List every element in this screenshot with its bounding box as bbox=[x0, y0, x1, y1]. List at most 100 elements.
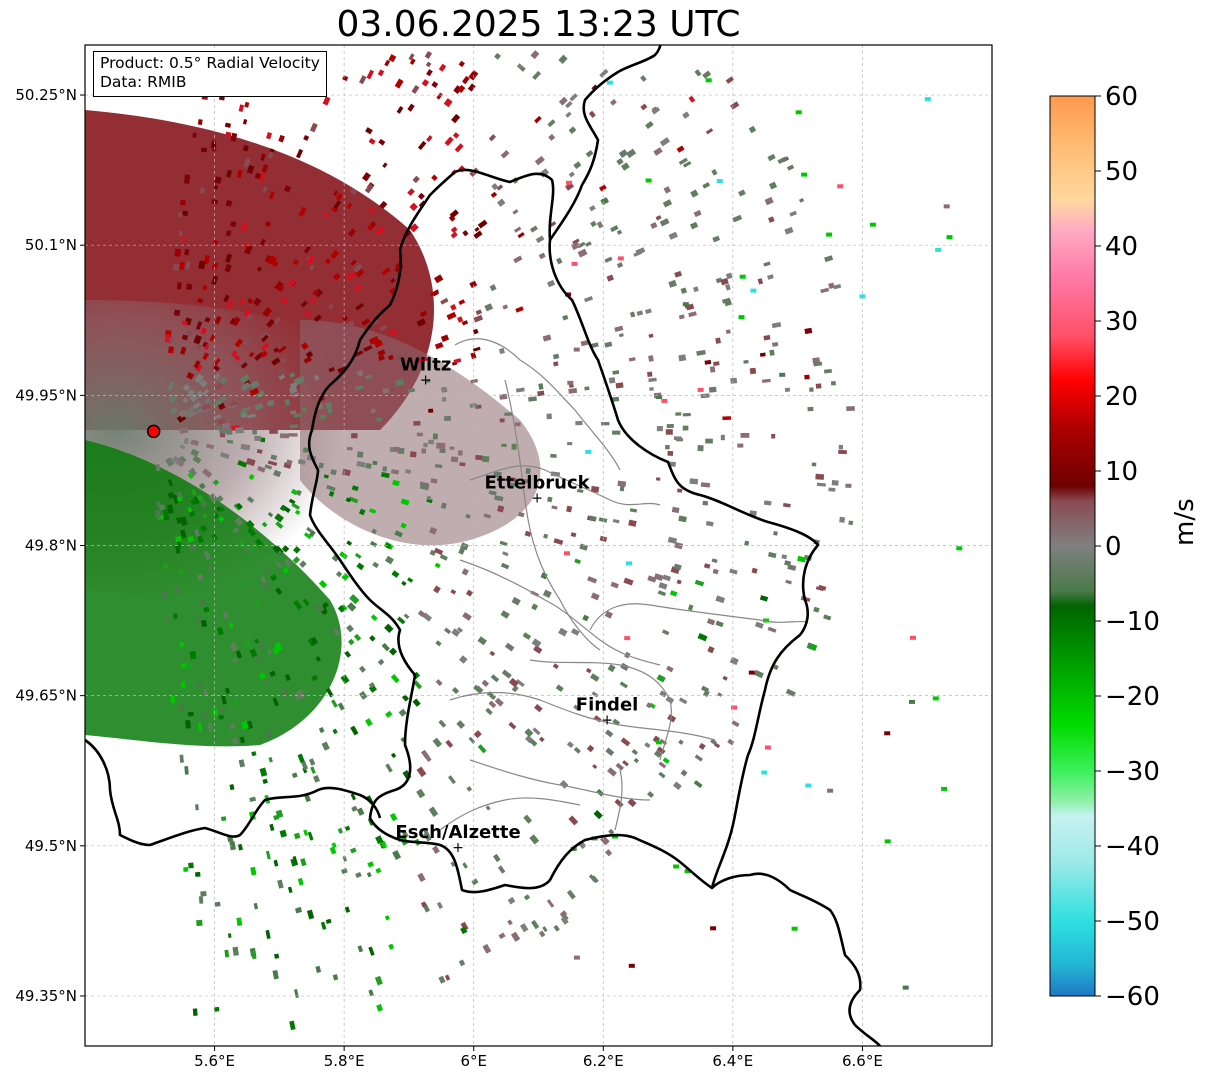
echo-speck bbox=[284, 399, 291, 406]
echo-speck bbox=[178, 410, 185, 417]
echo-speck bbox=[192, 401, 202, 410]
echo-speck bbox=[512, 209, 519, 215]
echo-speck bbox=[667, 714, 677, 723]
echo-speck bbox=[672, 781, 682, 791]
echo-speck bbox=[167, 346, 175, 354]
echo-speck bbox=[668, 231, 678, 240]
echo-speck bbox=[826, 232, 833, 237]
echo-speck bbox=[179, 529, 187, 539]
echo-speck bbox=[232, 527, 240, 534]
echo-speck bbox=[725, 329, 731, 335]
echo-speck bbox=[589, 515, 597, 522]
echo-speck bbox=[219, 506, 225, 512]
echo-speck bbox=[645, 178, 652, 183]
echo-speck bbox=[570, 532, 577, 538]
echo-speck bbox=[341, 315, 349, 322]
echo-speck bbox=[522, 632, 532, 640]
echo-speck bbox=[370, 408, 376, 414]
echo-speck bbox=[209, 333, 216, 342]
echo-speck bbox=[218, 714, 225, 720]
echo-speck bbox=[517, 232, 525, 239]
echo-speck bbox=[219, 428, 228, 434]
echo-speck bbox=[610, 225, 619, 233]
echo-speck bbox=[779, 372, 786, 377]
echo-speck bbox=[590, 592, 600, 601]
echo-speck bbox=[673, 563, 682, 571]
echo-speck bbox=[200, 147, 208, 153]
echo-speck bbox=[731, 705, 737, 710]
echo-speck bbox=[368, 206, 376, 214]
echo-speck bbox=[824, 369, 832, 374]
echo-speck bbox=[532, 727, 541, 736]
echo-speck bbox=[838, 450, 847, 455]
lat-tick-label: 49.5°N bbox=[25, 837, 77, 855]
echo-speck bbox=[183, 413, 190, 418]
echo-speck bbox=[384, 555, 394, 565]
echo-speck bbox=[274, 641, 283, 652]
echo-speck bbox=[439, 554, 448, 561]
echo-speck bbox=[254, 638, 260, 644]
echo-speck bbox=[450, 456, 459, 463]
echo-speck bbox=[482, 943, 492, 954]
echo-speck bbox=[269, 670, 276, 677]
echo-speck bbox=[657, 590, 666, 597]
echo-speck bbox=[228, 400, 238, 408]
echo-speck bbox=[254, 403, 264, 411]
echo-speck bbox=[173, 457, 181, 466]
echo-speck bbox=[350, 847, 357, 854]
echo-speck bbox=[823, 614, 832, 621]
echo-speck bbox=[302, 598, 310, 606]
echo-speck bbox=[678, 515, 687, 523]
echo-speck bbox=[439, 448, 446, 454]
echo-speck bbox=[219, 452, 230, 460]
echo-speck bbox=[533, 645, 543, 654]
echo-speck bbox=[266, 318, 275, 328]
echo-speck bbox=[307, 831, 314, 841]
echo-speck bbox=[694, 69, 702, 77]
echo-speck bbox=[587, 576, 598, 584]
echo-speck bbox=[155, 464, 161, 472]
echo-speck bbox=[435, 640, 442, 647]
echo-speck bbox=[612, 718, 621, 726]
echo-speck bbox=[700, 482, 711, 488]
echo-speck bbox=[525, 468, 531, 475]
echo-speck bbox=[722, 297, 731, 304]
echo-speck bbox=[229, 841, 236, 851]
echo-zone-mixed bbox=[300, 320, 541, 546]
echo-speck bbox=[653, 147, 663, 156]
echo-speck bbox=[457, 316, 464, 323]
echo-speck bbox=[166, 504, 174, 514]
echo-speck bbox=[308, 758, 316, 766]
border-france-east bbox=[711, 872, 881, 1046]
echo-speck bbox=[220, 816, 227, 822]
echo-speck bbox=[259, 331, 270, 341]
echo-speck bbox=[326, 484, 336, 492]
city-marker: + bbox=[420, 372, 432, 388]
echo-speck bbox=[767, 551, 777, 559]
echo-speck bbox=[195, 321, 203, 330]
echo-speck bbox=[956, 546, 963, 551]
echo-speck bbox=[214, 382, 224, 392]
echo-speck bbox=[702, 70, 712, 79]
echo-speck bbox=[500, 562, 510, 570]
echo-speck bbox=[815, 473, 825, 480]
echo-speck bbox=[457, 84, 466, 93]
echo-speck bbox=[329, 846, 337, 855]
echo-speck bbox=[559, 779, 569, 789]
echo-speck bbox=[488, 490, 497, 496]
echo-speck bbox=[308, 530, 316, 538]
echo-speck bbox=[763, 500, 772, 506]
echo-speck bbox=[356, 451, 364, 458]
echo-speck bbox=[519, 923, 529, 933]
echo-speck bbox=[322, 601, 329, 609]
echo-speck bbox=[435, 679, 443, 687]
echo-speck bbox=[472, 346, 481, 352]
echo-speck bbox=[473, 230, 483, 239]
echo-speck bbox=[351, 433, 358, 439]
echo-speck bbox=[824, 255, 834, 263]
echo-speck bbox=[394, 530, 403, 538]
echo-speck bbox=[184, 174, 191, 184]
echo-speck bbox=[709, 366, 716, 373]
echo-speck bbox=[799, 198, 805, 203]
echo-speck bbox=[206, 443, 215, 450]
